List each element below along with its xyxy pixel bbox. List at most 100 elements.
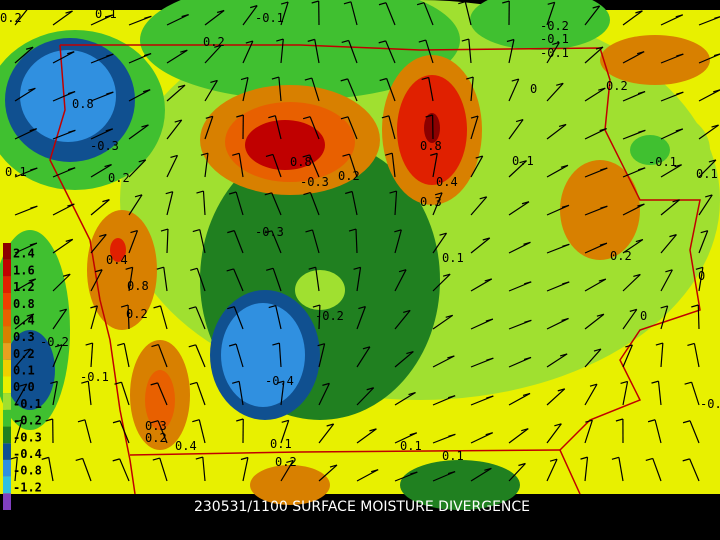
barb-tick — [10, 456, 18, 460]
barb-tick — [600, 167, 608, 171]
barb-tick — [676, 53, 684, 57]
barb — [202, 191, 206, 216]
barb — [318, 423, 335, 444]
barb-tick — [99, 233, 107, 238]
barb-tick — [240, 456, 249, 461]
barb — [235, 191, 244, 216]
barb — [311, 229, 320, 254]
barb-tick — [665, 269, 673, 273]
barb — [584, 348, 602, 368]
barb-tick — [637, 203, 645, 207]
barb — [698, 159, 717, 178]
legend-swatch — [3, 493, 11, 510]
barb — [584, 128, 607, 140]
barb-tick — [205, 115, 213, 119]
barb-tick — [620, 380, 628, 385]
barb — [204, 116, 214, 140]
barb — [271, 192, 282, 216]
barb — [546, 458, 558, 482]
barb-tick — [711, 124, 719, 128]
barb-tick — [637, 90, 646, 95]
barb — [508, 39, 515, 64]
barb-tick — [130, 229, 138, 234]
barb-tick — [177, 84, 186, 88]
barb-tick — [593, 348, 602, 352]
barb — [52, 381, 58, 406]
barb — [428, 77, 434, 102]
contour-label: -0.2 — [540, 19, 569, 33]
barb — [166, 84, 186, 102]
barb-tick — [370, 469, 379, 473]
legend-label: -0.2 — [13, 414, 42, 428]
barb-tick — [342, 153, 350, 157]
contour-label: 0.1 — [696, 167, 718, 181]
barb-tick — [691, 304, 699, 308]
barb-tick — [245, 40, 253, 44]
barb — [204, 10, 225, 26]
barb-tick — [210, 79, 218, 84]
legend-swatch — [3, 459, 11, 477]
barb-tick — [236, 114, 244, 118]
barb-tick — [651, 380, 659, 384]
barb — [470, 237, 491, 254]
barb-tick — [598, 87, 606, 91]
contour-label: -0.2 — [40, 335, 69, 349]
barb — [347, 78, 358, 102]
barb — [691, 381, 700, 406]
barb-tick — [638, 129, 646, 133]
barb — [119, 420, 130, 444]
barb-tick — [599, 128, 607, 132]
barb — [119, 458, 130, 482]
barb — [311, 77, 320, 102]
barb-tick — [645, 457, 653, 462]
barb-tick — [672, 199, 680, 203]
barb-tick — [684, 381, 692, 385]
barb — [546, 123, 567, 140]
barb — [698, 194, 713, 216]
barb-tick — [322, 382, 330, 386]
barb — [356, 387, 375, 406]
barb-tick — [403, 309, 411, 313]
barb-tick — [214, 44, 222, 48]
barb-tick — [181, 14, 189, 18]
barb-tick — [561, 204, 570, 208]
barb-tick — [647, 419, 656, 423]
barb-tick — [65, 238, 73, 242]
barb — [423, 2, 434, 26]
legend-swatch — [3, 326, 11, 344]
barb-tick — [682, 420, 691, 424]
barb-tick — [25, 46, 34, 50]
barb — [90, 343, 94, 368]
barb-tick — [675, 128, 683, 132]
barb-tick — [152, 457, 160, 461]
barb-tick — [547, 1, 555, 5]
barb-tick — [302, 154, 310, 158]
barb-tick — [150, 382, 158, 386]
barb-tick — [59, 308, 67, 312]
contour-label: -0.1 — [700, 397, 720, 411]
barb-tick — [143, 52, 152, 57]
barb-tick — [369, 428, 377, 432]
barb — [166, 155, 179, 178]
barb — [238, 381, 244, 406]
barb-tick — [216, 9, 225, 14]
contour-label: 0.1 — [270, 437, 292, 451]
barb — [198, 419, 206, 444]
barb — [660, 305, 669, 330]
barb — [52, 308, 68, 330]
barb — [622, 239, 644, 254]
barb-tick — [188, 344, 196, 348]
barb-tick — [486, 357, 494, 361]
barb — [385, 2, 396, 26]
barb-tick — [348, 228, 357, 232]
barb — [196, 382, 206, 406]
barb-tick — [557, 388, 565, 392]
barb — [14, 5, 31, 26]
barb — [242, 457, 249, 482]
barb — [394, 269, 407, 292]
barb — [90, 14, 114, 26]
barb — [235, 343, 244, 368]
legend-swatch — [3, 243, 11, 260]
barb-tick — [308, 266, 316, 270]
barb — [470, 196, 488, 216]
